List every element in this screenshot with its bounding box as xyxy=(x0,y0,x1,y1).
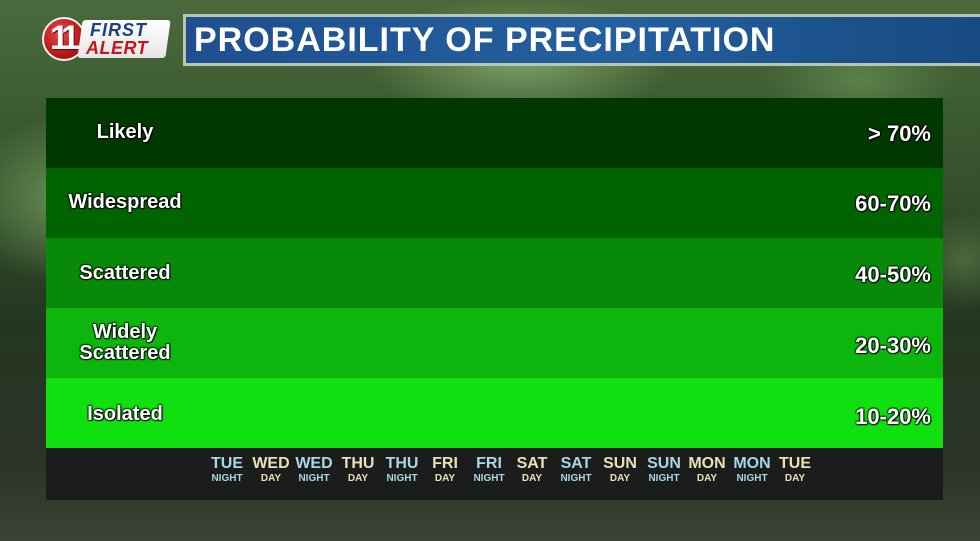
band-label: Widely Scattered xyxy=(46,322,204,364)
logo-first-text: FIRST xyxy=(90,20,147,40)
band-range: > 70% xyxy=(868,121,931,146)
precipitation-chart: Likely > 70% Widespread 60-70% Scattered… xyxy=(46,98,943,500)
station-logo: 11 FIRST ALERT xyxy=(42,16,172,64)
period-thu-night: THU NIGHT xyxy=(385,455,419,484)
period-sun-day: SUN DAY xyxy=(603,455,637,484)
period-sun-night: SUN NIGHT xyxy=(647,455,681,484)
period-sat-night: SAT NIGHT xyxy=(560,455,592,484)
page-title: PROBABILITY OF PRECIPITATION xyxy=(194,21,776,59)
period-mon-day: MON DAY xyxy=(688,455,726,484)
logo-alert-text: ALERT xyxy=(86,38,149,58)
period-mon-night: MON NIGHT xyxy=(733,455,771,484)
band-label: Isolated xyxy=(87,403,163,425)
band-isolated: Isolated 10-20% xyxy=(46,378,943,448)
period-wed-night: WED NIGHT xyxy=(295,455,333,484)
band-widespread: Widespread 60-70% xyxy=(46,168,943,238)
band-label: Likely xyxy=(96,121,154,143)
band-range: 40-50% xyxy=(855,262,931,287)
band-range: 60-70% xyxy=(855,191,931,216)
period-fri-night: FRI NIGHT xyxy=(473,455,505,484)
band-range: 20-30% xyxy=(855,333,931,358)
band-scattered: Scattered 40-50% xyxy=(46,238,943,308)
band-widely-scattered: Widely Scattered 20-30% xyxy=(46,308,943,378)
band-likely: Likely > 70% xyxy=(46,98,943,168)
period-tue-day: TUE DAY xyxy=(779,455,811,484)
period-sat-day: SAT DAY xyxy=(516,455,548,484)
band-label: Scattered xyxy=(79,262,171,284)
period-thu-day: THU DAY xyxy=(341,455,375,484)
period-fri-day: FRI DAY xyxy=(432,455,458,484)
band-range: 10-20% xyxy=(855,404,931,429)
period-tue-night: TUE NIGHT xyxy=(211,455,243,484)
logo-circle-icon xyxy=(42,17,86,61)
band-label-line2: Scattered xyxy=(79,342,171,364)
band-label-line1: Widely xyxy=(92,321,158,343)
band-label: Widespread xyxy=(68,191,182,213)
period-wed-day: WED DAY xyxy=(252,455,290,484)
period-axis: TUE NIGHT WED DAY WED NIGHT THU DAY THU … xyxy=(46,448,943,500)
title-bar: PROBABILITY OF PRECIPITATION xyxy=(183,14,980,66)
logo-number: 11 xyxy=(50,19,80,57)
